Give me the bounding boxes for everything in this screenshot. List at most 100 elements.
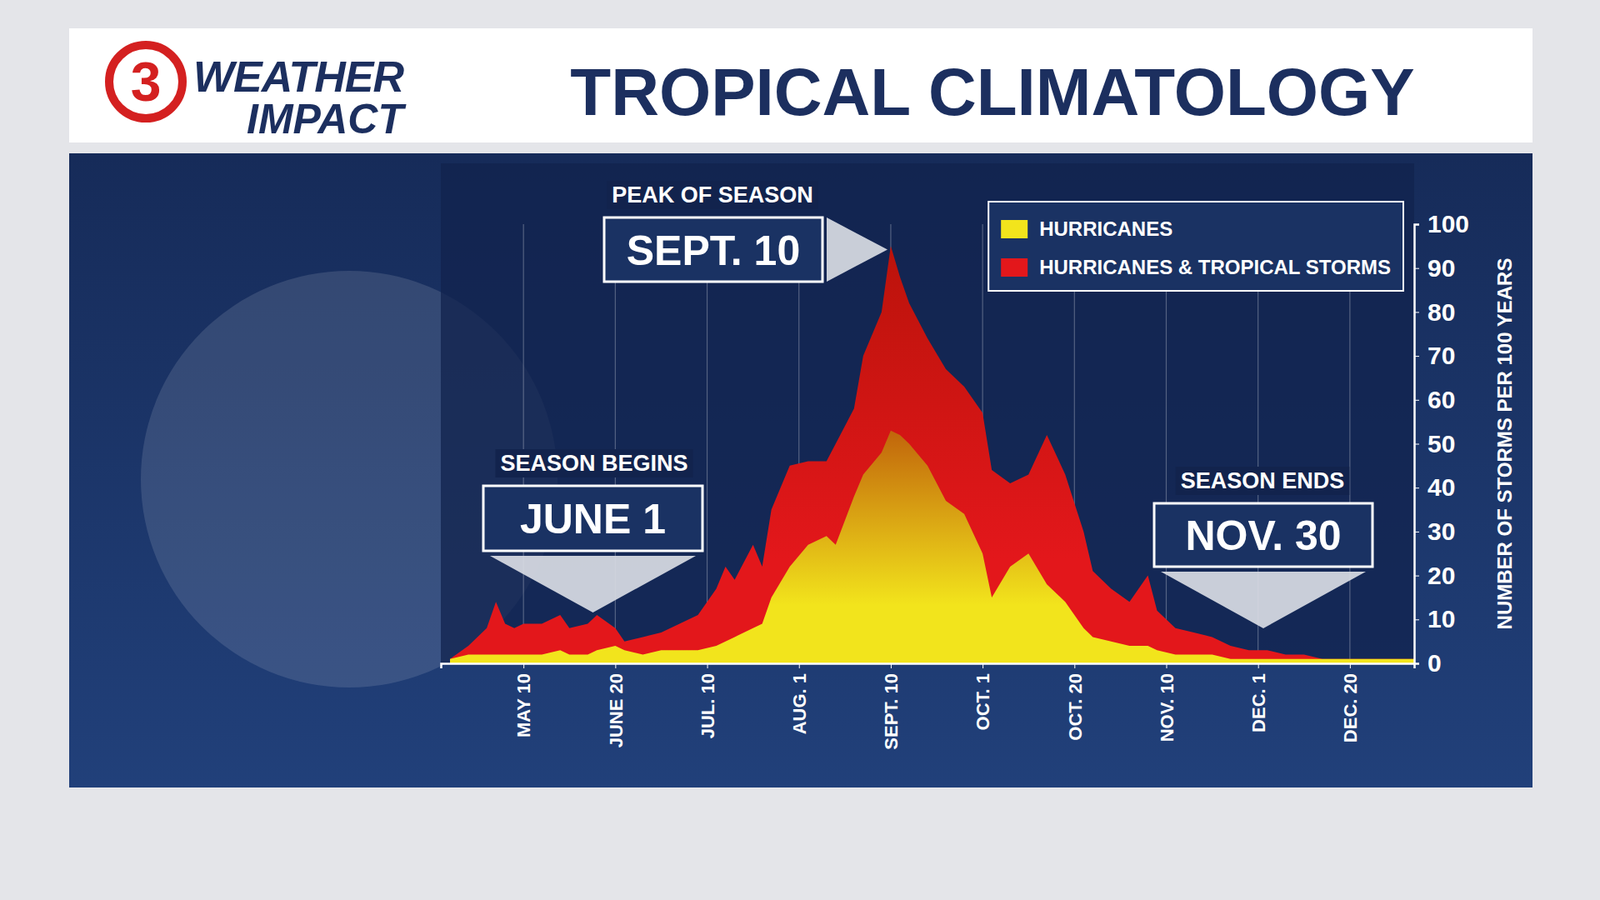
- y-tick: 50: [1414, 430, 1455, 458]
- legend-label: HURRICANES: [1039, 217, 1173, 240]
- y-tick-mark: [1414, 311, 1420, 313]
- y-tick-mark: [1414, 531, 1420, 533]
- y-tick-mark: [1414, 444, 1420, 445]
- area: [450, 430, 1415, 664]
- logo-top: WEATHER: [193, 52, 405, 101]
- annotation-label: SEASON ENDS: [1180, 468, 1345, 494]
- annotation-box: [1154, 503, 1373, 567]
- logo-bottom: IMPACT: [246, 95, 407, 143]
- y-tick-label: 60: [1427, 385, 1455, 414]
- y-tick-mark: [1414, 663, 1420, 665]
- y-tick: 40: [1414, 473, 1455, 501]
- y-tick: 100: [1414, 210, 1470, 238]
- x-tick-mark: [1258, 663, 1260, 669]
- chart-root: 3 WEATHERIMPACT TROPICAL CLIMATOLOGY MAY 10…: [0, 0, 1600, 900]
- x-tick: NOV. 10: [1156, 663, 1178, 742]
- x-tick-mark: [1165, 663, 1167, 669]
- x-tick: JUL. 10: [697, 663, 719, 739]
- y-axis-line: [1415, 225, 1420, 665]
- annotation-box: [483, 485, 703, 551]
- logo-ring: [109, 45, 183, 119]
- y-tick: 90: [1414, 254, 1455, 282]
- annotations: PEAK OF SEASONSEPT. 10SEASON BEGINSJUNE …: [483, 180, 1373, 629]
- annotation: SEASON BEGINS JUNE 1: [483, 449, 703, 613]
- x-tick: DEC. 20: [1340, 663, 1361, 743]
- annotation-text: JUNE 1: [520, 495, 666, 543]
- legend-swatch: [1000, 220, 1028, 239]
- x-tick: AUG. 1: [789, 663, 810, 735]
- x-tick: DEC. 1: [1248, 663, 1270, 733]
- y-tick-label: 40: [1427, 473, 1455, 501]
- x-tick-mark: [707, 663, 709, 669]
- x-tick-label: SEPT. 10: [880, 673, 902, 750]
- x-tick-mark: [523, 663, 525, 669]
- y-tick-mark: [1414, 575, 1420, 577]
- x-tick-label: MAY 10: [513, 673, 535, 738]
- x-axis-line: [441, 664, 1415, 670]
- x-tick-mark: [799, 663, 800, 669]
- x-tick-label: OCT. 1: [972, 673, 994, 730]
- y-tick: 70: [1414, 341, 1455, 370]
- logo-number: 3: [130, 50, 162, 113]
- y-tick-label: 50: [1427, 430, 1455, 458]
- y-axis-title: NUMBER OF STORMS PER 100 YEARS: [1493, 258, 1516, 630]
- y-axis: 0 10 20 30 40 50 60 70 80 90 100: [1414, 210, 1470, 677]
- grid-line: [523, 224, 525, 664]
- x-tick: JUNE 20: [605, 663, 627, 748]
- x-tick-label: JUL. 10: [697, 673, 719, 739]
- x-tick-mark: [982, 663, 984, 669]
- annotation-label: PEAK OF SEASON: [611, 182, 814, 208]
- area: [450, 245, 1415, 664]
- annotation-arrow: [490, 555, 696, 613]
- page-background: [0, 0, 1600, 900]
- y-tick-mark: [1414, 487, 1420, 489]
- x-axis: MAY 10 JUNE 20 JUL. 10 AUG. 1 SEPT. 10 OCT. 1…: [441, 663, 1415, 750]
- y-tick: 0: [1414, 649, 1442, 677]
- grid-line: [706, 224, 708, 664]
- annotation-label-patch: [495, 449, 693, 478]
- x-tick-mark: [615, 663, 616, 669]
- y-tick-label: 100: [1427, 210, 1470, 238]
- annotation-label-patch: [606, 180, 819, 210]
- header-band: [69, 28, 1533, 143]
- x-tick: SEPT. 10: [880, 663, 902, 750]
- x-tick: MAY 10: [513, 663, 535, 738]
- x-tick: OCT. 20: [1065, 663, 1086, 741]
- x-tick-mark: [890, 663, 892, 669]
- y-tick-label: 90: [1427, 254, 1455, 282]
- legend-label: HURRICANES & TROPICAL STORMS: [1039, 255, 1391, 279]
- x-tick-label: NOV. 10: [1156, 673, 1178, 742]
- legend-box: [988, 201, 1404, 291]
- annotation-arrow: [1160, 571, 1366, 629]
- x-tick-label: DEC. 1: [1248, 673, 1270, 733]
- annotation-label: SEASON BEGINS: [500, 450, 688, 476]
- x-tick-label: JUNE 20: [605, 673, 627, 748]
- legend-swatch: [1000, 258, 1028, 277]
- y-tick: 20: [1414, 561, 1455, 590]
- y-tick-label: 70: [1427, 341, 1455, 370]
- marks: [450, 245, 1415, 664]
- y-tick: 10: [1414, 605, 1455, 633]
- x-tick-mark: [1350, 663, 1351, 669]
- y-tick: 80: [1414, 298, 1455, 326]
- y-tick-label: 10: [1427, 605, 1455, 633]
- y-tick-mark: [1414, 355, 1420, 357]
- annotation-label-patch: [1175, 466, 1350, 495]
- y-tick-mark: [1414, 400, 1420, 401]
- annotation-text: NOV. 30: [1185, 512, 1341, 560]
- y-tick: 30: [1414, 517, 1455, 545]
- panel: [69, 153, 1533, 788]
- y-tick-label: 80: [1427, 298, 1455, 326]
- x-tick-mark: [1074, 663, 1075, 669]
- y-tick: 60: [1414, 385, 1455, 414]
- x-tick-label: DEC. 20: [1340, 673, 1361, 743]
- chart-title: TROPICAL CLIMATOLOGY: [570, 55, 1415, 130]
- annotation-box: [604, 217, 823, 282]
- annotation-arrow: [826, 217, 888, 282]
- x-tick: OCT. 1: [972, 663, 994, 730]
- y-tick-label: 30: [1427, 517, 1455, 545]
- x-tick-label: AUG. 1: [789, 673, 810, 735]
- plot-background: [440, 163, 1415, 664]
- y-tick-label: 0: [1427, 649, 1442, 677]
- y-tick-mark: [1414, 224, 1420, 225]
